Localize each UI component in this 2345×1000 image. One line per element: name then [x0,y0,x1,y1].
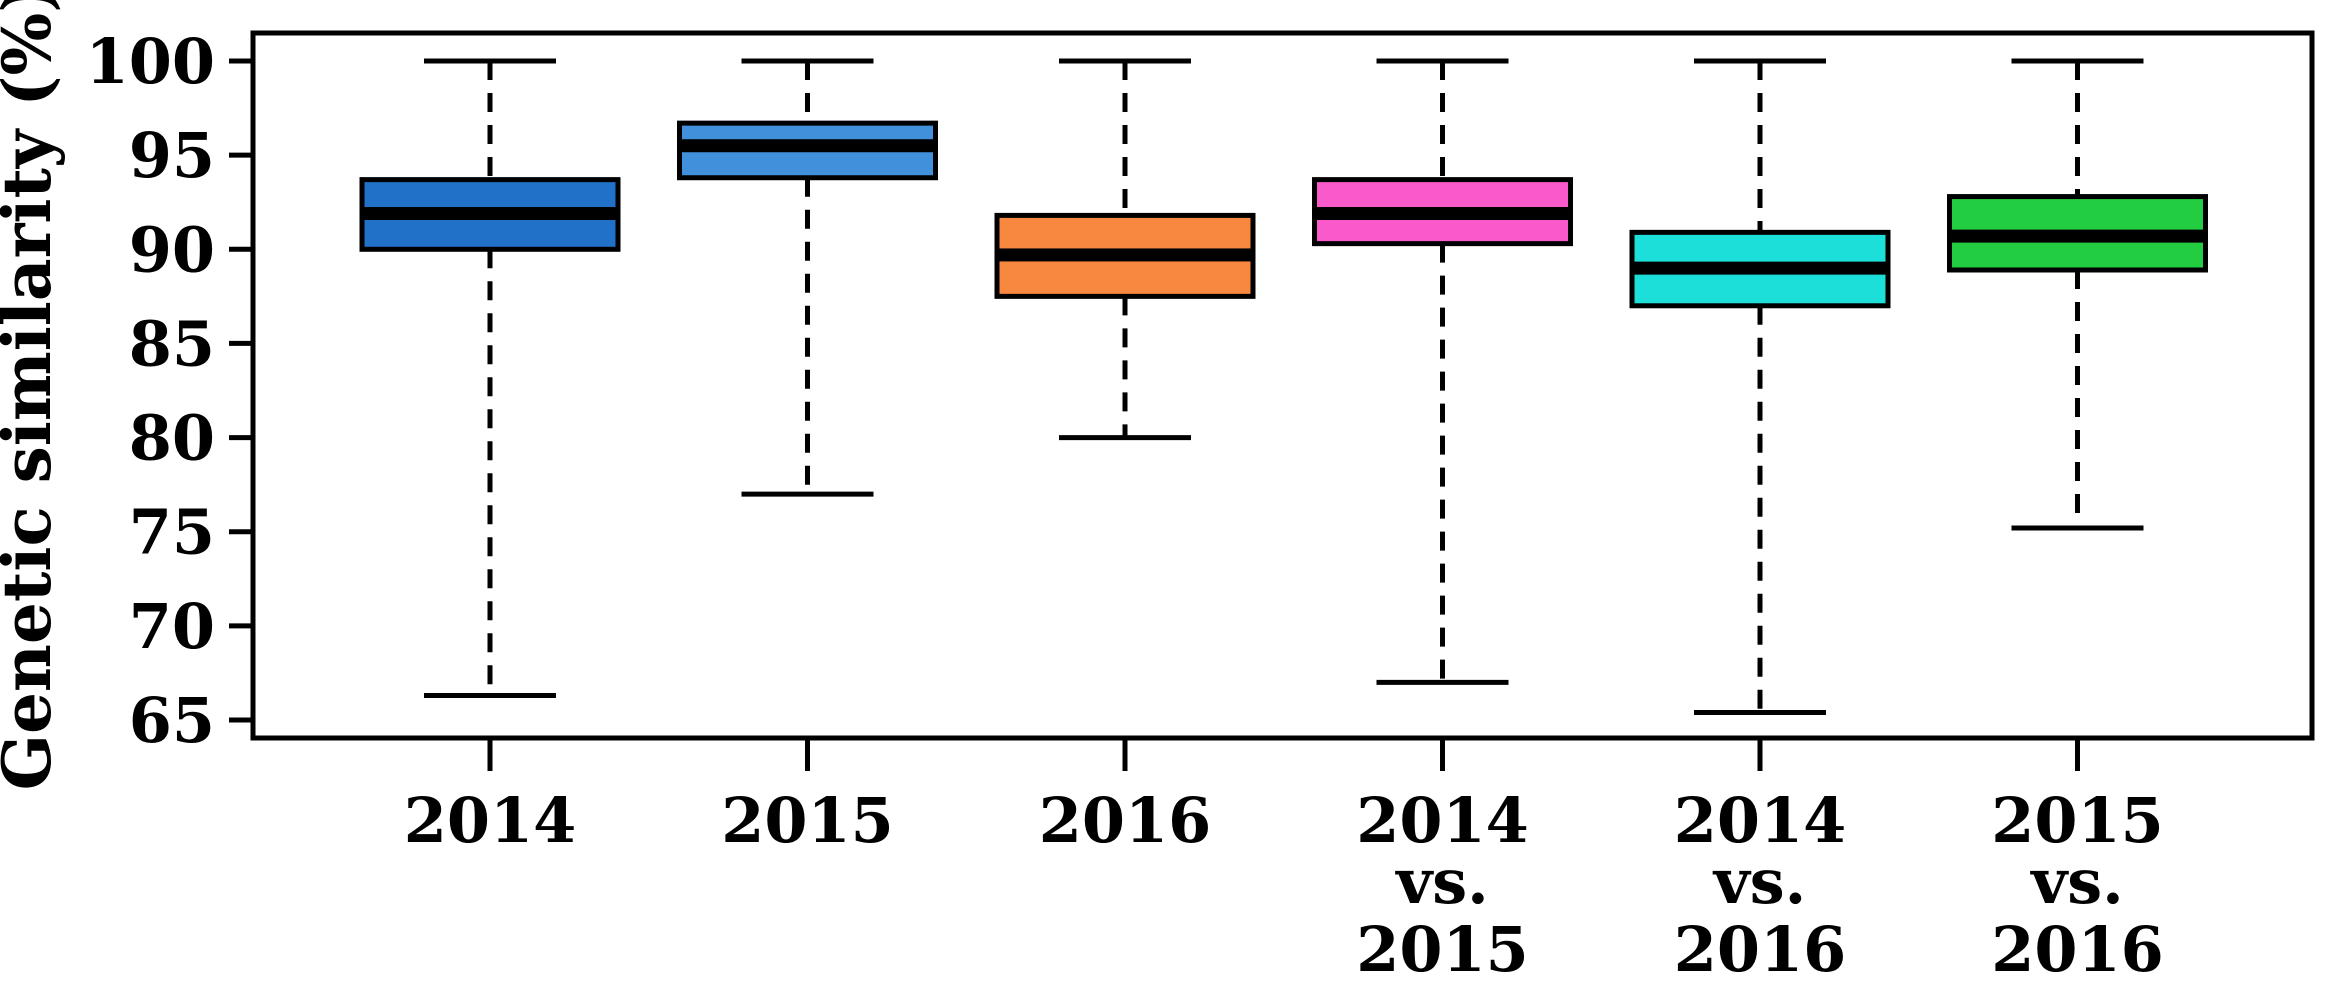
y-axis-tick-label: 65 [129,684,215,757]
x-axis-category-label-2014: 2014 [404,784,577,857]
y-axis-tick-label: 100 [86,25,215,98]
y-axis-tick-label: 95 [129,119,215,192]
median-line-2015-vs-2016 [1949,229,2206,243]
x-axis-category-label-2015-vs-2016: 2016 [1991,913,2164,986]
x-axis-category-label-2014-vs-2016: 2016 [1674,913,1847,986]
x-axis-category-label-2014-vs-2016: vs. [1712,845,1807,918]
x-axis-category-label-2014-vs-2015: vs. [1394,845,1489,918]
y-axis-tick-label: 80 [129,402,215,475]
x-axis-category-label-2014-vs-2015: 2015 [1356,913,1529,986]
median-line-2015 [679,139,936,153]
y-axis-tick-label: 70 [129,590,215,663]
y-axis-tick-label: 90 [129,213,215,286]
x-axis-category-label-2016: 2016 [1039,784,1212,857]
median-line-2014-vs-2016 [1632,261,1888,275]
x-axis-category-label-2015: 2015 [721,784,894,857]
x-axis-category-label-2015-vs-2016: vs. [2029,845,2124,918]
x-axis-category-label-2014-vs-2016: 2014 [1674,784,1847,857]
plot-frame [250,30,2315,741]
median-line-2014-vs-2015 [1314,207,1571,221]
y-axis-tick-label: 85 [129,307,215,380]
x-axis-category-label-2014-vs-2015: 2014 [1356,784,1529,857]
y-axis-tick-label: 75 [129,496,215,569]
median-line-2016 [997,248,1253,262]
median-line-2014 [362,207,618,221]
x-axis-category-label-2015-vs-2016: 2015 [1991,784,2164,857]
y-axis-title: Genetic similarity (%) [0,0,66,790]
